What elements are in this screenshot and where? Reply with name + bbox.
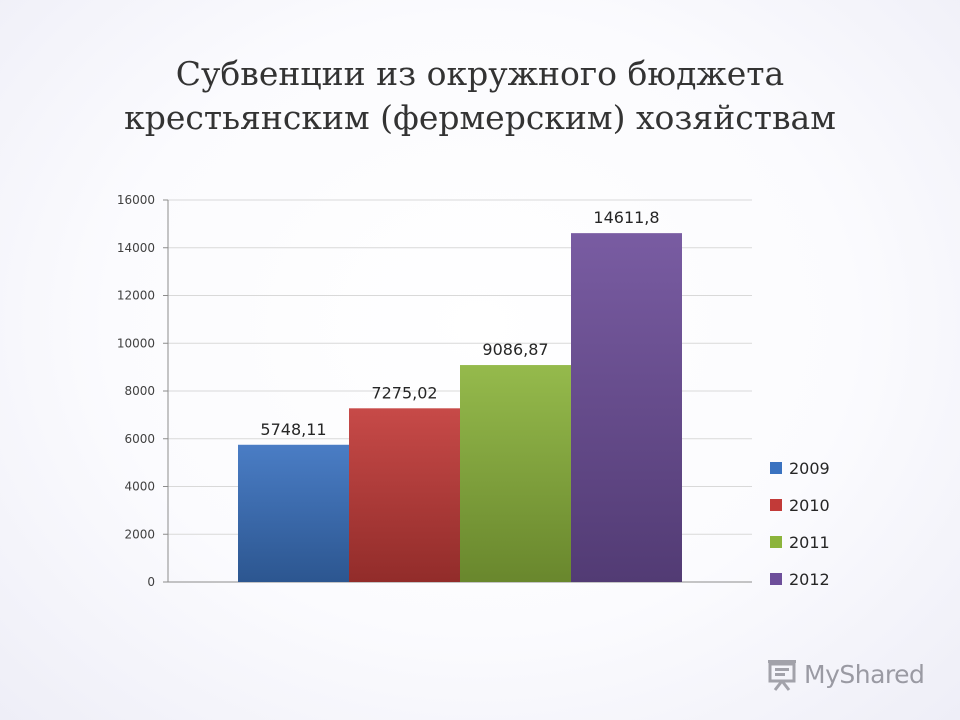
y-tick-label: 2000	[124, 527, 155, 541]
slide-title-line-2: крестьянским (фермерским) хозяйствам	[124, 98, 836, 137]
legend-label-2010: 2010	[789, 496, 830, 515]
legend-swatch-2012	[770, 573, 782, 585]
data-label-2010: 7275,02	[371, 383, 437, 402]
bar-2011	[460, 365, 571, 582]
data-label-2009: 5748,11	[260, 420, 326, 439]
y-tick-label: 16000	[117, 193, 155, 207]
y-tick-label: 0	[147, 575, 155, 589]
legend-swatch-2009	[770, 462, 782, 474]
watermark-text: MyShared	[804, 659, 925, 689]
y-tick-label: 8000	[124, 384, 155, 398]
chart-legend: 2009 2010 2011 2012	[770, 459, 830, 589]
bar-2010	[349, 408, 460, 582]
watermark-logo: MyShared	[766, 656, 925, 692]
legend-label-2012: 2012	[789, 570, 830, 589]
y-tick-label: 14000	[117, 241, 155, 255]
chart-data-labels: 5748,11 7275,02 9086,87 14611,8	[260, 208, 659, 439]
y-tick-label: 10000	[117, 336, 155, 350]
y-tick-label: 6000	[124, 432, 155, 446]
bar-2009	[238, 444, 349, 582]
legend-swatch-2011	[770, 536, 782, 548]
data-label-2012: 14611,8	[593, 208, 659, 227]
legend-swatch-2010	[770, 499, 782, 511]
legend-label-2009: 2009	[789, 459, 830, 478]
y-tick-label: 4000	[124, 480, 155, 494]
legend-label-2011: 2011	[789, 533, 830, 552]
data-label-2011: 9086,87	[482, 340, 548, 359]
slide-title: Субвенции из окружного бюджета крестьянс…	[0, 52, 960, 140]
slide-title-line-1: Субвенции из окружного бюджета	[175, 54, 785, 93]
chart-bars	[238, 233, 682, 582]
projector-screen-icon	[768, 660, 796, 691]
y-tick-label: 12000	[117, 289, 155, 303]
bar-2012	[571, 233, 682, 582]
